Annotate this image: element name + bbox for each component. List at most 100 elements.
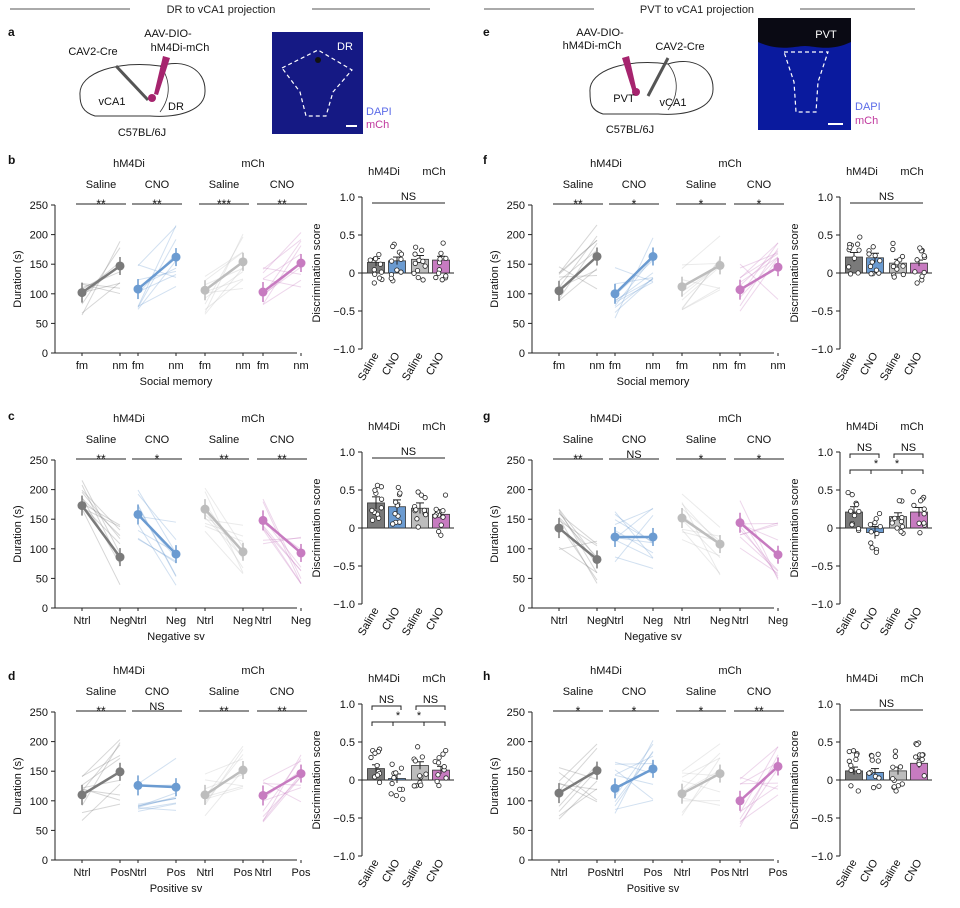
data-point [443, 255, 449, 262]
significance-label: NS [149, 701, 164, 713]
y-axis-label: Discrimination score [789, 478, 801, 577]
mean-line [262, 772, 302, 797]
y-tick-label: 250 [507, 455, 525, 467]
data-point [423, 512, 429, 518]
animal-line [681, 289, 721, 311]
data-point [374, 772, 381, 778]
animal-line [137, 803, 177, 812]
animal-line [681, 503, 721, 545]
mean-line [558, 255, 598, 292]
y-tick-label: 1.0 [818, 699, 833, 711]
data-point [433, 506, 439, 512]
data-point [376, 275, 383, 281]
data-point [848, 762, 854, 769]
mean-point [677, 513, 687, 523]
x-tick-label: Ntrl [550, 615, 567, 627]
data-point [442, 492, 449, 498]
condition-label: CNO [145, 179, 170, 191]
animal-line [681, 752, 721, 790]
mean-point [258, 287, 268, 297]
condition-label: Saline [86, 434, 117, 446]
data-point [435, 760, 442, 766]
condition-label: CNO [622, 179, 647, 191]
y-tick-label: 250 [30, 455, 48, 467]
animal-line [681, 769, 721, 793]
y-tick-label: 150 [507, 259, 525, 271]
y-tick-label: 1.0 [340, 447, 355, 459]
data-point [869, 545, 875, 551]
animal-line [262, 776, 302, 823]
mean-line [739, 765, 779, 802]
animal-line [204, 754, 244, 803]
y-tick-label: 100 [30, 544, 48, 556]
data-point [874, 530, 880, 537]
mean-point [258, 790, 268, 800]
brain-fold-icon-e [667, 63, 677, 111]
bar-chart-c: 1.0 0.5 0 −0.5 −1.0 Discrimination score hM4Di… [311, 421, 454, 638]
line-chart-d: 0 50 100 150 200 250 Duration (s) Positive sv hM… [12, 665, 311, 895]
x-tick-label: Ntrl [673, 615, 690, 627]
mean-point [773, 550, 783, 560]
category-label: Saline [400, 606, 426, 638]
data-point [876, 775, 882, 781]
data-point [867, 521, 873, 528]
y-tick-label: 150 [507, 766, 525, 778]
y-tick-label: −0.5 [811, 306, 833, 318]
line-chart-c: 0 50 100 150 200 250 Duration (s) Negative sv hM… [12, 413, 311, 643]
data-point [919, 752, 925, 758]
data-point [441, 764, 447, 770]
comparison-label: NS [901, 442, 916, 454]
y-tick-label: 200 [30, 485, 48, 497]
animal-line [204, 758, 244, 775]
x-tick-label: Pos [111, 867, 130, 879]
data-point [848, 767, 854, 773]
mean-point [715, 769, 725, 779]
data-point [393, 499, 399, 505]
animal-line [137, 757, 177, 785]
panel-e-virus: AAV-DIO- [576, 27, 624, 39]
data-point [855, 788, 861, 794]
panel-e-region2: vCA1 [660, 97, 687, 109]
panel-e-label: e [483, 25, 490, 39]
group-label-mch: mCh [422, 421, 445, 433]
data-point [371, 280, 377, 286]
animal-line [681, 757, 721, 778]
animal-line [614, 519, 654, 543]
y-tick-label: 50 [36, 825, 48, 837]
data-point [378, 496, 385, 502]
animal-line [681, 539, 721, 557]
mean-point [554, 788, 564, 798]
y-axis-label: Duration (s) [12, 250, 24, 307]
animal-line [137, 285, 177, 307]
data-point [415, 524, 421, 530]
data-point [893, 788, 899, 794]
mean-point [296, 548, 306, 558]
cav-needle-icon-e [646, 57, 670, 97]
animal-line [262, 267, 302, 275]
animal-line [558, 767, 598, 780]
x-tick-label: Ntrl [254, 615, 271, 627]
data-point [851, 255, 858, 261]
data-point [372, 271, 378, 277]
animal-line [614, 508, 654, 525]
animal-line [137, 489, 177, 554]
category-label: CNO [380, 605, 403, 633]
x-tick-label: Ntrl [731, 867, 748, 879]
animal-line [558, 235, 598, 289]
y-tick-label: 0.5 [818, 737, 833, 749]
animal-line [558, 769, 598, 812]
significance-label: * [699, 197, 704, 211]
data-point [371, 267, 377, 273]
animal-line [558, 520, 598, 547]
animal-line [739, 794, 779, 823]
group-label-hm4di: hM4Di [590, 665, 622, 677]
animal-line [681, 519, 721, 558]
x-tick-label: Ntrl [73, 867, 90, 879]
significance-label: ** [277, 704, 287, 718]
data-point [389, 780, 395, 787]
x-tick-label: Neg [110, 615, 130, 627]
data-point [374, 482, 381, 488]
animal-line [614, 740, 654, 814]
animal-line [681, 262, 721, 266]
cav-needle-icon [114, 64, 150, 102]
